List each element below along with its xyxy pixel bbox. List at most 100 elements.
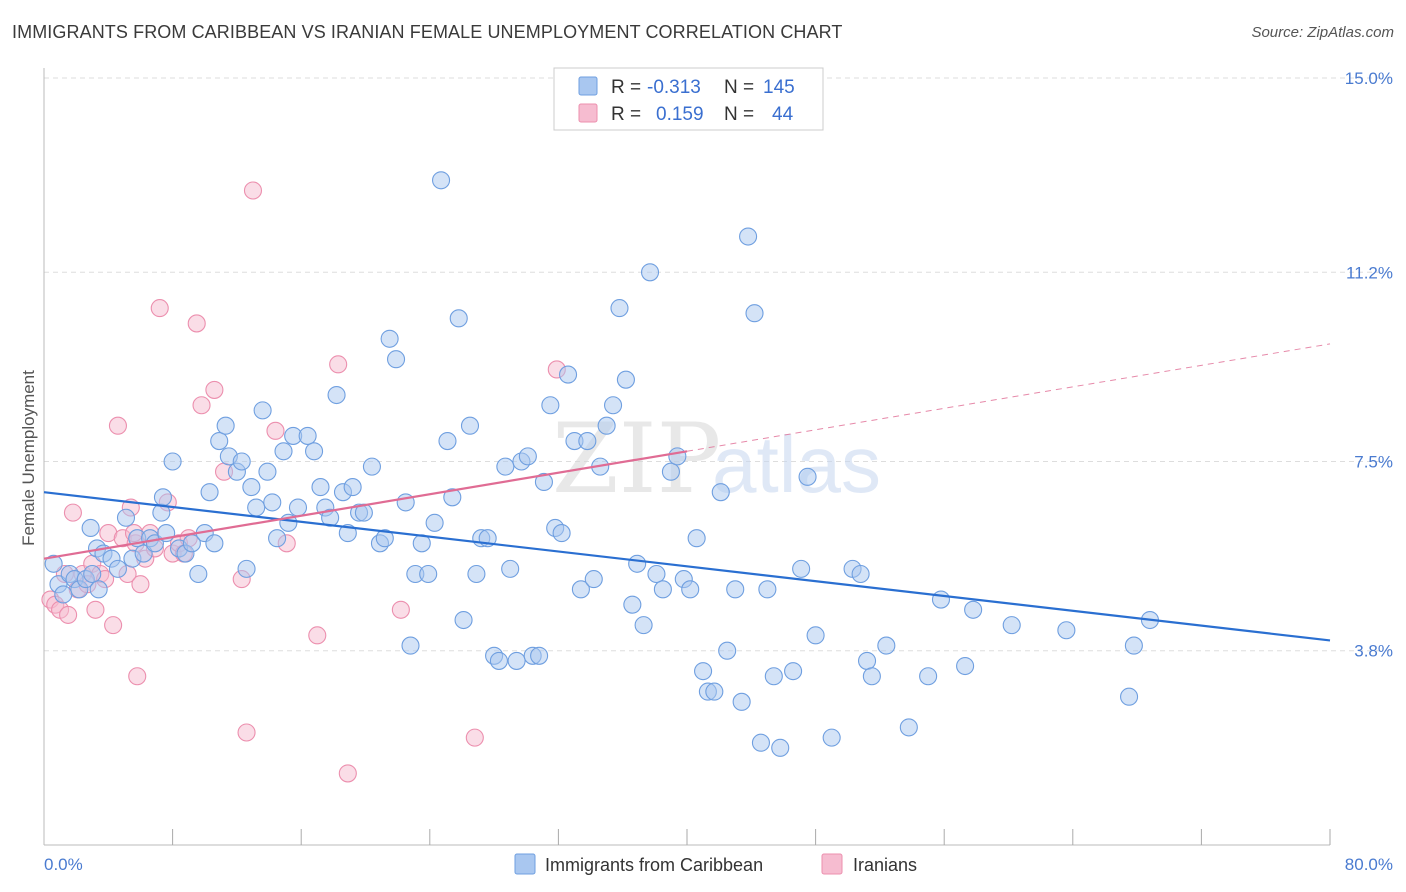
data-point-caribbean <box>518 447 537 466</box>
data-point-iranians <box>266 421 285 440</box>
x-tick-label: 0.0% <box>44 855 83 874</box>
trend-line-iranians-extension <box>686 343 1331 452</box>
data-point-caribbean <box>534 472 553 492</box>
data-point-caribbean <box>931 590 951 609</box>
data-point-caribbean <box>604 396 623 415</box>
data-point-caribbean <box>792 559 811 578</box>
data-point-caribbean <box>216 416 235 435</box>
bottom-legend-label-iranians: Iranians <box>853 855 917 875</box>
y-tick-label: 15.0% <box>1345 69 1393 88</box>
data-point-iranians <box>59 605 78 624</box>
data-point-caribbean <box>705 682 724 701</box>
data-point-iranians <box>308 626 327 645</box>
data-point-caribbean <box>507 651 526 670</box>
data-point-caribbean <box>1120 687 1139 706</box>
data-point-iranians <box>465 728 484 747</box>
y-axis-label: Female Unemployment <box>19 370 38 546</box>
axes <box>43 68 1331 846</box>
tick-labels: 3.8% 7.5% 11.2% 15.0% 0.0% 80.0% <box>44 69 1393 874</box>
legend-r-value: -0.313 <box>647 77 701 98</box>
data-point-caribbean <box>163 452 182 471</box>
legend-n-label: N = <box>724 104 754 125</box>
trend-lines <box>43 343 1331 642</box>
data-point-caribbean <box>467 564 486 584</box>
data-point-caribbean <box>681 580 700 599</box>
legend-swatch-pink <box>578 103 598 123</box>
data-point-iranians <box>192 396 211 415</box>
x-tick-label: 80.0% <box>1345 855 1393 874</box>
data-point-caribbean <box>822 728 841 747</box>
data-point-caribbean <box>375 529 394 548</box>
data-point-caribbean <box>274 442 293 461</box>
data-point-caribbean <box>460 416 480 435</box>
data-point-caribbean <box>771 738 790 757</box>
data-point-caribbean <box>857 651 877 670</box>
data-point-caribbean <box>751 733 770 752</box>
data-point-caribbean <box>443 488 462 507</box>
data-point-caribbean <box>1057 621 1076 640</box>
data-point-caribbean <box>745 304 764 323</box>
data-point-iranians <box>63 503 82 522</box>
bottom-legend-swatch-pink <box>821 853 843 875</box>
data-point-iranians <box>104 616 123 635</box>
data-point-caribbean <box>380 329 399 348</box>
data-point-iranians <box>237 723 256 742</box>
data-point-caribbean <box>877 636 896 655</box>
y-tick-label: 7.5% <box>1354 453 1393 472</box>
y-tick-label: 3.8% <box>1354 642 1393 661</box>
data-point-caribbean <box>343 478 362 497</box>
data-point-caribbean <box>386 350 406 369</box>
data-point-caribbean <box>694 662 713 681</box>
data-point-caribbean <box>653 580 672 599</box>
data-point-caribbean <box>964 600 983 619</box>
data-point-caribbean <box>205 534 224 553</box>
data-point-caribbean <box>189 564 208 584</box>
data-point-iranians <box>128 667 147 686</box>
data-point-caribbean <box>54 585 73 604</box>
data-point-caribbean <box>311 478 330 497</box>
watermark: ZIP atlas <box>552 403 881 515</box>
data-point-iranians <box>243 181 263 200</box>
data-point-caribbean <box>258 462 277 481</box>
data-point-caribbean <box>419 564 438 584</box>
data-point-caribbean <box>726 580 745 599</box>
data-point-caribbean <box>687 529 706 548</box>
y-tick-label: 11.2% <box>1346 263 1393 282</box>
data-point-caribbean <box>628 554 647 573</box>
data-point-caribbean <box>210 431 229 451</box>
data-point-caribbean <box>454 610 473 630</box>
data-point-caribbean <box>362 457 381 476</box>
data-point-caribbean <box>956 656 975 676</box>
data-point-caribbean <box>732 692 751 711</box>
data-point-caribbean <box>552 524 571 543</box>
data-point-caribbean <box>668 447 687 466</box>
data-point-caribbean <box>623 595 642 614</box>
bottom-legend: Immigrants from Caribbean Iranians <box>514 853 917 875</box>
data-point-caribbean <box>253 401 272 420</box>
data-point-caribbean <box>1124 636 1143 655</box>
data-point-caribbean <box>647 564 666 584</box>
data-point-iranians <box>150 299 169 318</box>
data-point-caribbean <box>758 580 777 599</box>
data-point-caribbean <box>438 431 457 451</box>
series-iranians <box>41 181 566 783</box>
legend-r-label: R = <box>611 77 641 98</box>
legend-r-label: R = <box>611 104 641 125</box>
data-point-caribbean <box>489 651 508 670</box>
legend-n-value: 145 <box>763 77 795 98</box>
legend-n-label: N = <box>724 77 754 98</box>
data-point-caribbean <box>610 299 629 318</box>
data-point-caribbean <box>764 667 783 686</box>
data-point-caribbean <box>242 478 261 497</box>
data-point-caribbean <box>584 570 603 589</box>
data-point-caribbean <box>578 431 597 451</box>
data-point-iranians <box>329 355 348 374</box>
data-point-caribbean <box>541 396 560 415</box>
legend: R = -0.313 N = 145 R = 0.159 N = 44 <box>553 67 824 131</box>
data-point-caribbean <box>298 426 317 445</box>
data-point-caribbean <box>899 718 918 737</box>
data-point-caribbean <box>1002 616 1021 635</box>
data-point-caribbean <box>268 529 287 548</box>
data-point-caribbean <box>558 365 578 384</box>
